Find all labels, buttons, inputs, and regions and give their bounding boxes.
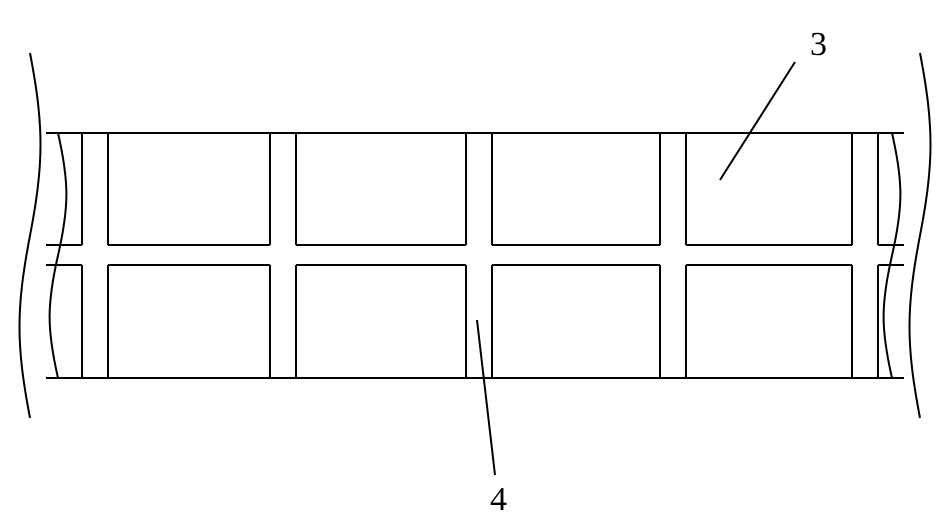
break-line-right-inner: [884, 133, 901, 378]
break-line-left-outer: [20, 53, 41, 418]
diagram-canvas: 34: [0, 0, 950, 527]
top-stem: [82, 133, 878, 245]
label-4: 4: [490, 481, 507, 518]
leader-line-3: [720, 62, 795, 180]
label-3: 3: [810, 26, 827, 63]
bottom-stem: [82, 265, 878, 378]
break-line-left-inner: [50, 133, 67, 378]
break-line-right-outer: [910, 53, 931, 418]
